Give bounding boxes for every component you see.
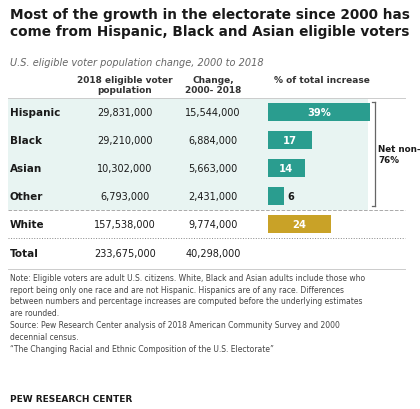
Text: 2018 eligible voter
population: 2018 eligible voter population	[77, 76, 173, 95]
Text: 10,302,000: 10,302,000	[97, 164, 153, 173]
Text: White: White	[10, 220, 45, 229]
Bar	[268, 188, 284, 205]
Bar	[268, 216, 331, 233]
Text: Change,
2000- 2018: Change, 2000- 2018	[185, 76, 241, 95]
Bar	[268, 132, 312, 149]
Text: PEW RESEARCH CENTER: PEW RESEARCH CENTER	[10, 394, 132, 403]
Text: Total: Total	[10, 249, 39, 259]
Text: Black: Black	[10, 136, 42, 146]
Bar	[268, 160, 304, 177]
Text: 15,544,000: 15,544,000	[185, 108, 241, 118]
Text: 29,210,000: 29,210,000	[97, 136, 153, 146]
Text: Note: Eligible voters are adult U.S. citizens. White, Black and Asian adults inc: Note: Eligible voters are adult U.S. cit…	[10, 273, 365, 353]
Text: U.S. eligible voter population change, 2000 to 2018: U.S. eligible voter population change, 2…	[10, 58, 264, 68]
Text: 5,663,000: 5,663,000	[189, 164, 238, 173]
Text: % of total increase: % of total increase	[274, 76, 370, 85]
Text: 40,298,000: 40,298,000	[185, 249, 241, 259]
Text: 6,793,000: 6,793,000	[100, 191, 150, 202]
Text: 9,774,000: 9,774,000	[188, 220, 238, 229]
Text: 24: 24	[292, 220, 306, 229]
Text: Most of the growth in the electorate since 2000 has
come from Hispanic, Black an: Most of the growth in the electorate sin…	[10, 8, 410, 39]
Text: 17: 17	[283, 136, 297, 146]
Text: Net non-White
76%: Net non-White 76%	[378, 145, 420, 165]
Text: Asian: Asian	[10, 164, 42, 173]
Text: Hispanic: Hispanic	[10, 108, 60, 118]
Text: 233,675,000: 233,675,000	[94, 249, 156, 259]
Text: Other: Other	[10, 191, 43, 202]
Text: 2,431,000: 2,431,000	[189, 191, 238, 202]
Bar	[268, 104, 370, 121]
Text: 29,831,000: 29,831,000	[97, 108, 153, 118]
Bar	[8, 99, 368, 211]
Text: 6: 6	[288, 191, 294, 202]
Text: 6,884,000: 6,884,000	[189, 136, 238, 146]
Text: 39%: 39%	[307, 108, 331, 118]
Text: 14: 14	[279, 164, 294, 173]
Text: 157,538,000: 157,538,000	[94, 220, 156, 229]
